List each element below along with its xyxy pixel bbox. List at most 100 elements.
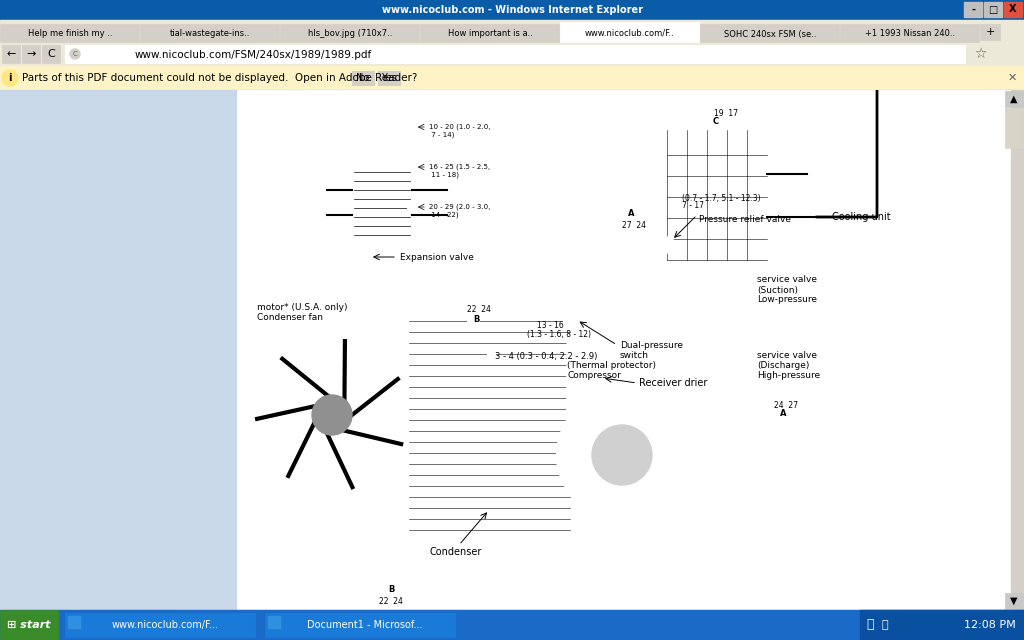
Bar <box>860 610 1024 640</box>
Text: Pressure relief valve: Pressure relief valve <box>699 216 791 225</box>
Text: 22  24: 22 24 <box>467 305 490 314</box>
Text: (Thermal protector): (Thermal protector) <box>567 360 656 369</box>
Text: ▼: ▼ <box>1011 596 1018 606</box>
Bar <box>1005 108 1023 148</box>
Circle shape <box>2 70 18 86</box>
Bar <box>0 90 1014 610</box>
Text: 🔊: 🔊 <box>866 618 873 632</box>
Text: www.nicoclub.com - Windows Internet Explorer: www.nicoclub.com - Windows Internet Expl… <box>382 5 642 15</box>
Circle shape <box>312 395 352 435</box>
Text: Receiver drier: Receiver drier <box>639 378 708 388</box>
Bar <box>1004 2 1022 17</box>
Text: Condenser: Condenser <box>429 547 481 557</box>
Text: □: □ <box>988 4 997 15</box>
Text: i: i <box>8 73 11 83</box>
Bar <box>5 615 19 633</box>
Bar <box>0 24 139 42</box>
Text: 24  27: 24 27 <box>774 401 798 410</box>
Text: Dual-pressure: Dual-pressure <box>620 340 683 349</box>
Bar <box>2 45 20 63</box>
Bar <box>0 610 1024 640</box>
Text: ☆: ☆ <box>974 47 986 61</box>
Bar <box>352 160 412 240</box>
Text: motor* (U.S.A. only): motor* (U.S.A. only) <box>257 303 347 312</box>
Bar <box>560 22 699 42</box>
Bar <box>407 203 415 211</box>
Bar <box>622 208 634 220</box>
Bar <box>0 20 1024 42</box>
Text: 13 - 16: 13 - 16 <box>537 321 564 330</box>
Text: How important is a..: How important is a.. <box>447 29 532 38</box>
Bar <box>0 610 175 638</box>
Text: 12:08 PM: 12:08 PM <box>965 620 1016 630</box>
Text: B: B <box>473 314 479 323</box>
Text: +1 1993 Nissan 240..: +1 1993 Nissan 240.. <box>865 29 955 38</box>
Text: ✕: ✕ <box>1008 73 1017 83</box>
Bar <box>140 24 279 42</box>
Text: 10 - 20 (1.0 - 2.0,: 10 - 20 (1.0 - 2.0, <box>429 124 490 131</box>
Text: ▼: ▼ <box>145 619 155 629</box>
Bar <box>237 90 1010 610</box>
Bar <box>68 616 80 628</box>
Text: (Discharge): (Discharge) <box>757 360 809 369</box>
Bar <box>407 163 415 171</box>
Text: ⊞ start: ⊞ start <box>7 620 51 630</box>
Text: 14 - 22): 14 - 22) <box>429 212 459 218</box>
Bar <box>265 613 455 637</box>
Bar <box>567 312 575 320</box>
Bar <box>407 123 415 131</box>
Text: PDF: PDF <box>6 621 18 627</box>
Circle shape <box>557 390 687 520</box>
Text: switch: switch <box>620 351 649 360</box>
Bar <box>964 2 982 17</box>
Text: Help me finish my ..: Help me finish my .. <box>28 29 113 38</box>
Text: Parts of this PDF document could not be displayed.  Open in Adobe Reader?: Parts of this PDF document could not be … <box>22 73 418 83</box>
Text: Document1 - Microsof...: Document1 - Microsof... <box>307 620 423 630</box>
Text: (1.3 - 1.6, 8 - 12): (1.3 - 1.6, 8 - 12) <box>527 330 591 339</box>
Bar <box>1004 90 1024 610</box>
Bar <box>407 300 572 530</box>
Bar <box>42 45 60 63</box>
Text: C: C <box>713 118 719 127</box>
Bar <box>700 24 839 42</box>
Bar <box>65 45 965 63</box>
Text: (0.7 - 1.7, 5.1 - 12.3): (0.7 - 1.7, 5.1 - 12.3) <box>682 193 761 202</box>
Bar <box>0 610 1024 640</box>
Text: C: C <box>73 51 78 57</box>
Text: 7 - 17: 7 - 17 <box>682 202 705 211</box>
Bar <box>774 408 786 420</box>
Text: (Suction): (Suction) <box>757 285 798 294</box>
Bar <box>268 616 280 628</box>
Text: 7 - 14): 7 - 14) <box>429 132 455 138</box>
Text: 3 - 4 (0.3 - 0.4, 2.2 - 2.9): 3 - 4 (0.3 - 0.4, 2.2 - 2.9) <box>495 351 597 360</box>
Ellipse shape <box>567 337 597 353</box>
Text: Compressor: Compressor <box>567 371 621 380</box>
Text: Expansion valve: Expansion valve <box>400 253 474 262</box>
Text: Low-pressure: Low-pressure <box>757 296 817 305</box>
Bar <box>0 42 1024 66</box>
Circle shape <box>560 303 584 327</box>
Bar <box>22 45 40 63</box>
Text: tial-wastegate-ins..: tial-wastegate-ins.. <box>170 29 250 38</box>
Bar <box>467 313 479 325</box>
Bar <box>0 66 1024 90</box>
Bar <box>352 71 374 85</box>
Text: 22  24: 22 24 <box>379 598 402 607</box>
Text: ▲: ▲ <box>1011 94 1018 104</box>
Bar <box>667 130 767 260</box>
Bar <box>980 24 1000 40</box>
Ellipse shape <box>567 405 597 415</box>
Text: Yes: Yes <box>381 73 397 83</box>
Text: 27  24: 27 24 <box>622 221 646 230</box>
Bar <box>727 360 746 380</box>
Text: No: No <box>356 73 370 83</box>
Text: 11 - 18): 11 - 18) <box>429 172 459 179</box>
Text: www.nicoclub.com/F...: www.nicoclub.com/F... <box>112 620 218 630</box>
Text: 📶: 📶 <box>882 620 888 630</box>
Text: SOHC 240sx FSM (se..: SOHC 240sx FSM (se.. <box>724 29 816 38</box>
Text: -: - <box>971 4 975 15</box>
Bar <box>0 610 58 640</box>
Text: www.nicoclub.com/F..: www.nicoclub.com/F.. <box>585 29 675 38</box>
Bar <box>567 345 597 410</box>
Text: service valve: service valve <box>757 351 817 360</box>
